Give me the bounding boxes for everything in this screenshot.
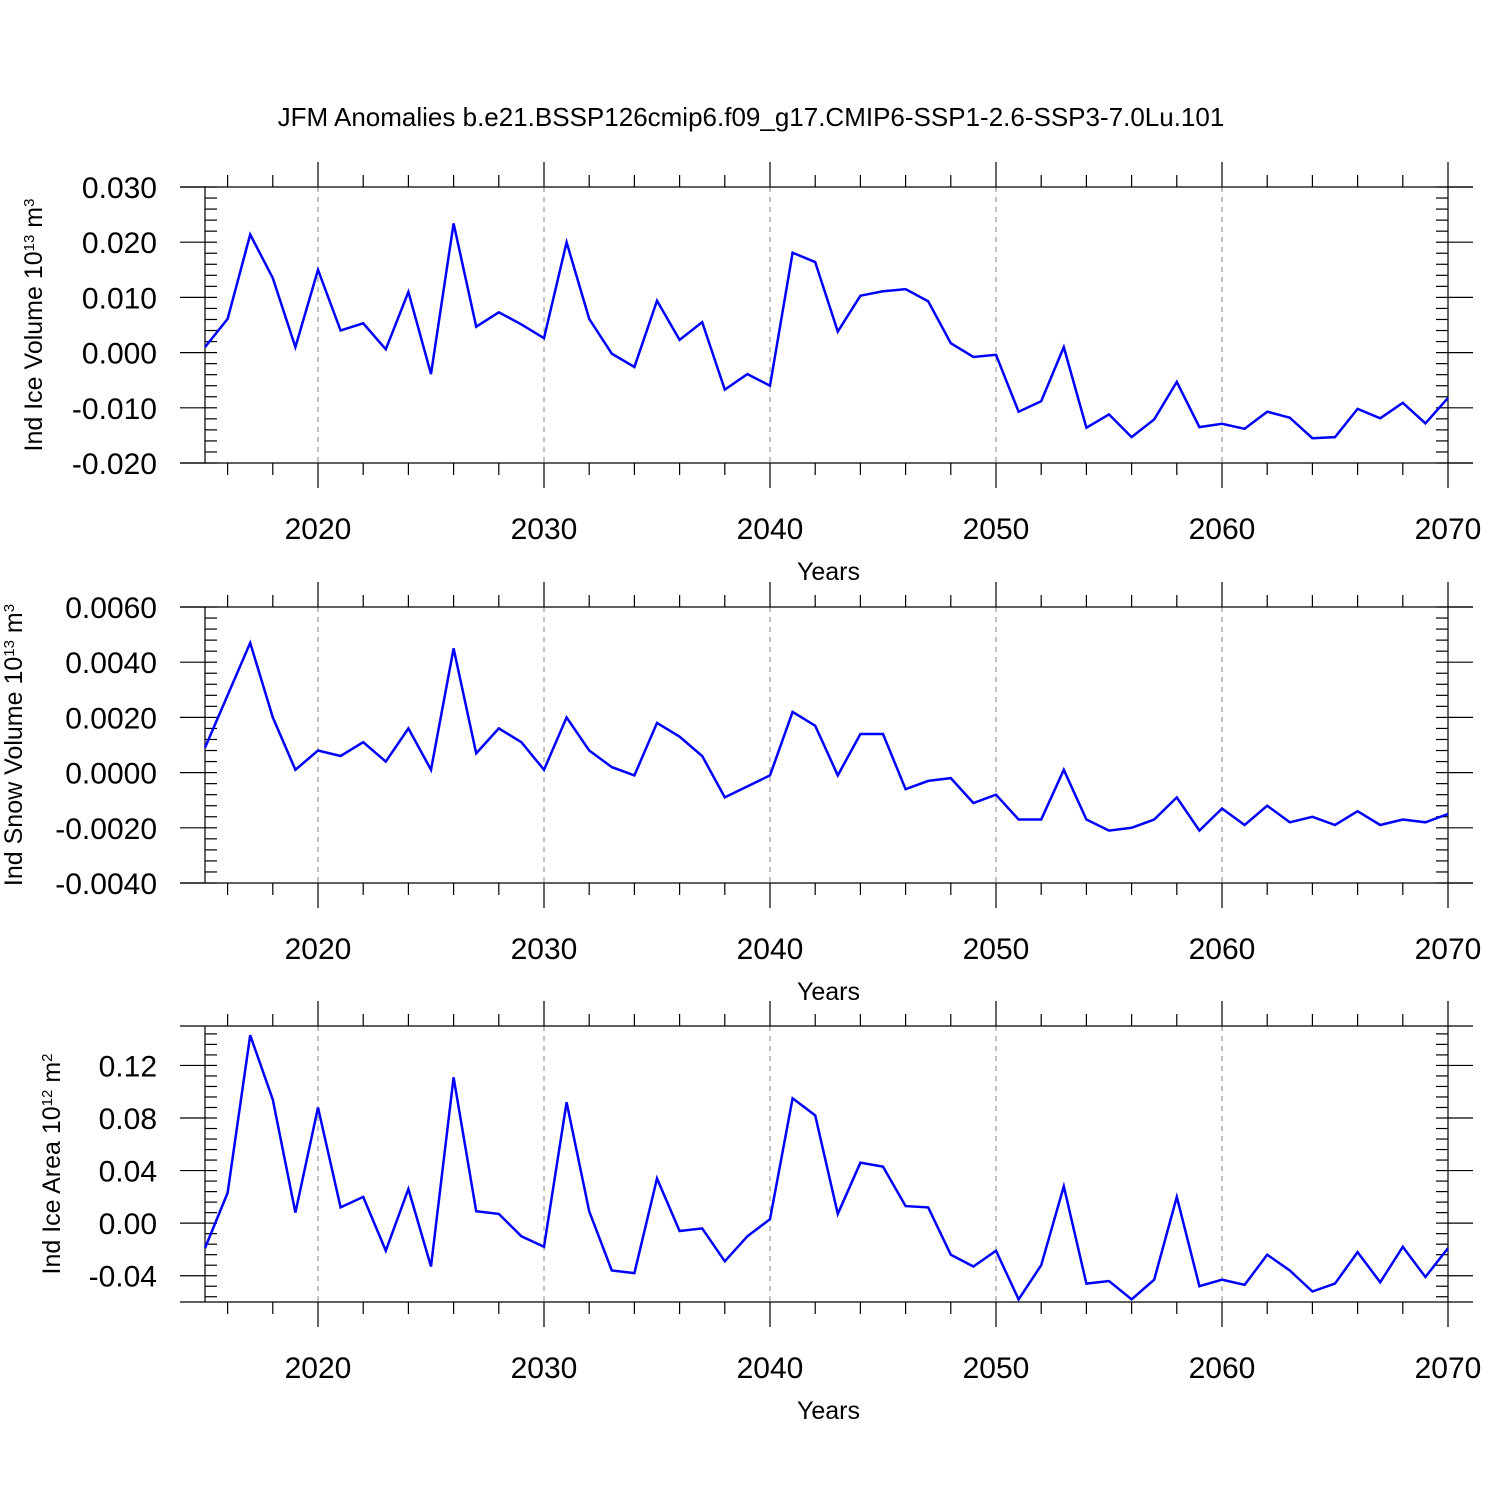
panel-snow-volume: 2020 2030 2040 2050 2060 2070 Years -0.0040 -0.0… [0,582,1481,1006]
y-tick-label: -0.0020 [55,813,157,846]
x-tick-label: 2030 [511,513,578,546]
y-axis-label: Ind Ice Volume 1013 m3 [20,199,48,452]
series-line [204,223,1449,440]
x-tick-label: 2070 [1415,933,1482,966]
y-tick-label: 0.08 [99,1103,157,1136]
x-tick-label: 2060 [1189,933,1256,966]
x-tick-label: 2050 [963,513,1030,546]
x-tick-label: 2050 [963,933,1030,966]
x-axis-label: Years [797,558,860,586]
y-tick-label: 0.0000 [65,758,157,791]
figure-title: JFM Anomalies b.e21.BSSP126cmip6.f09_g17… [278,102,1225,132]
y-axis-label-unit-exponent: 2 [39,1054,56,1062]
x-axis-label: Years [797,1397,860,1425]
y-tick-label: 0.00 [99,1208,157,1241]
x-tick-label: 2020 [285,513,352,546]
x-tick-label: 2040 [737,513,804,546]
x-tick-label: 2060 [1189,513,1256,546]
x-tick-label: 2040 [737,933,804,966]
x-tick-label: 2030 [511,933,578,966]
y-tick-label: -0.010 [72,393,157,426]
y-tick-label: 0.030 [82,172,157,205]
x-tick-label: 2030 [511,1352,578,1385]
x-tick-label: 2070 [1415,1352,1482,1385]
y-tick-label: 0.12 [99,1050,157,1083]
y-axis-label-main: Ind Ice Area 10 [38,1106,66,1274]
x-tick-label: 2020 [285,933,352,966]
y-tick-label: 0.0060 [65,592,157,625]
y-tick-label: 0.010 [82,282,157,315]
y-axis-label-unit-exponent: 3 [1,604,18,612]
y-axis-label-main: Ind Snow Volume 10 [0,657,28,886]
y-axis-label: Ind Snow Volume 1013 m3 [0,604,28,886]
series-line [203,639,1449,833]
series-line [203,1034,1449,1302]
x-tick-label: 2040 [737,1352,804,1385]
y-axis-label-main: Ind Ice Volume 10 [20,251,48,451]
y-tick-label: -0.0040 [55,868,157,901]
y-tick-label: 0.000 [82,338,157,371]
y-axis-label-exponent: 13 [1,640,18,657]
x-tick-label: 2050 [963,1352,1030,1385]
y-axis-label-exponent: 13 [21,235,38,252]
y-tick-label: 0.020 [82,227,157,260]
y-axis-label-unit: m [20,207,48,235]
y-axis-label-unit: m [0,612,28,640]
panel-ice-area: 2020 2030 2040 2050 2060 2070 Years -0.04 0.00 0.… [38,1001,1481,1425]
y-tick-label: -0.020 [72,448,157,481]
y-tick-label: -0.04 [89,1261,157,1294]
x-tick-label: 2020 [285,1352,352,1385]
y-tick-label: 0.0020 [65,702,157,735]
x-axis-label: Years [797,978,860,1006]
y-axis-label: Ind Ice Area 1012 m2 [38,1054,66,1275]
x-tick-label: 2060 [1189,1352,1256,1385]
x-tick-label: 2070 [1415,513,1482,546]
panel-ice-volume: 2020 2030 2040 2050 2060 2070 Years -0.020 -0.01… [20,162,1481,586]
y-axis-label-unit-exponent: 3 [21,199,38,207]
y-tick-label: 0.0040 [65,647,157,680]
y-tick-label: 0.04 [99,1156,157,1189]
y-axis-label-unit: m [38,1062,66,1090]
y-axis-label-exponent: 12 [39,1090,56,1107]
